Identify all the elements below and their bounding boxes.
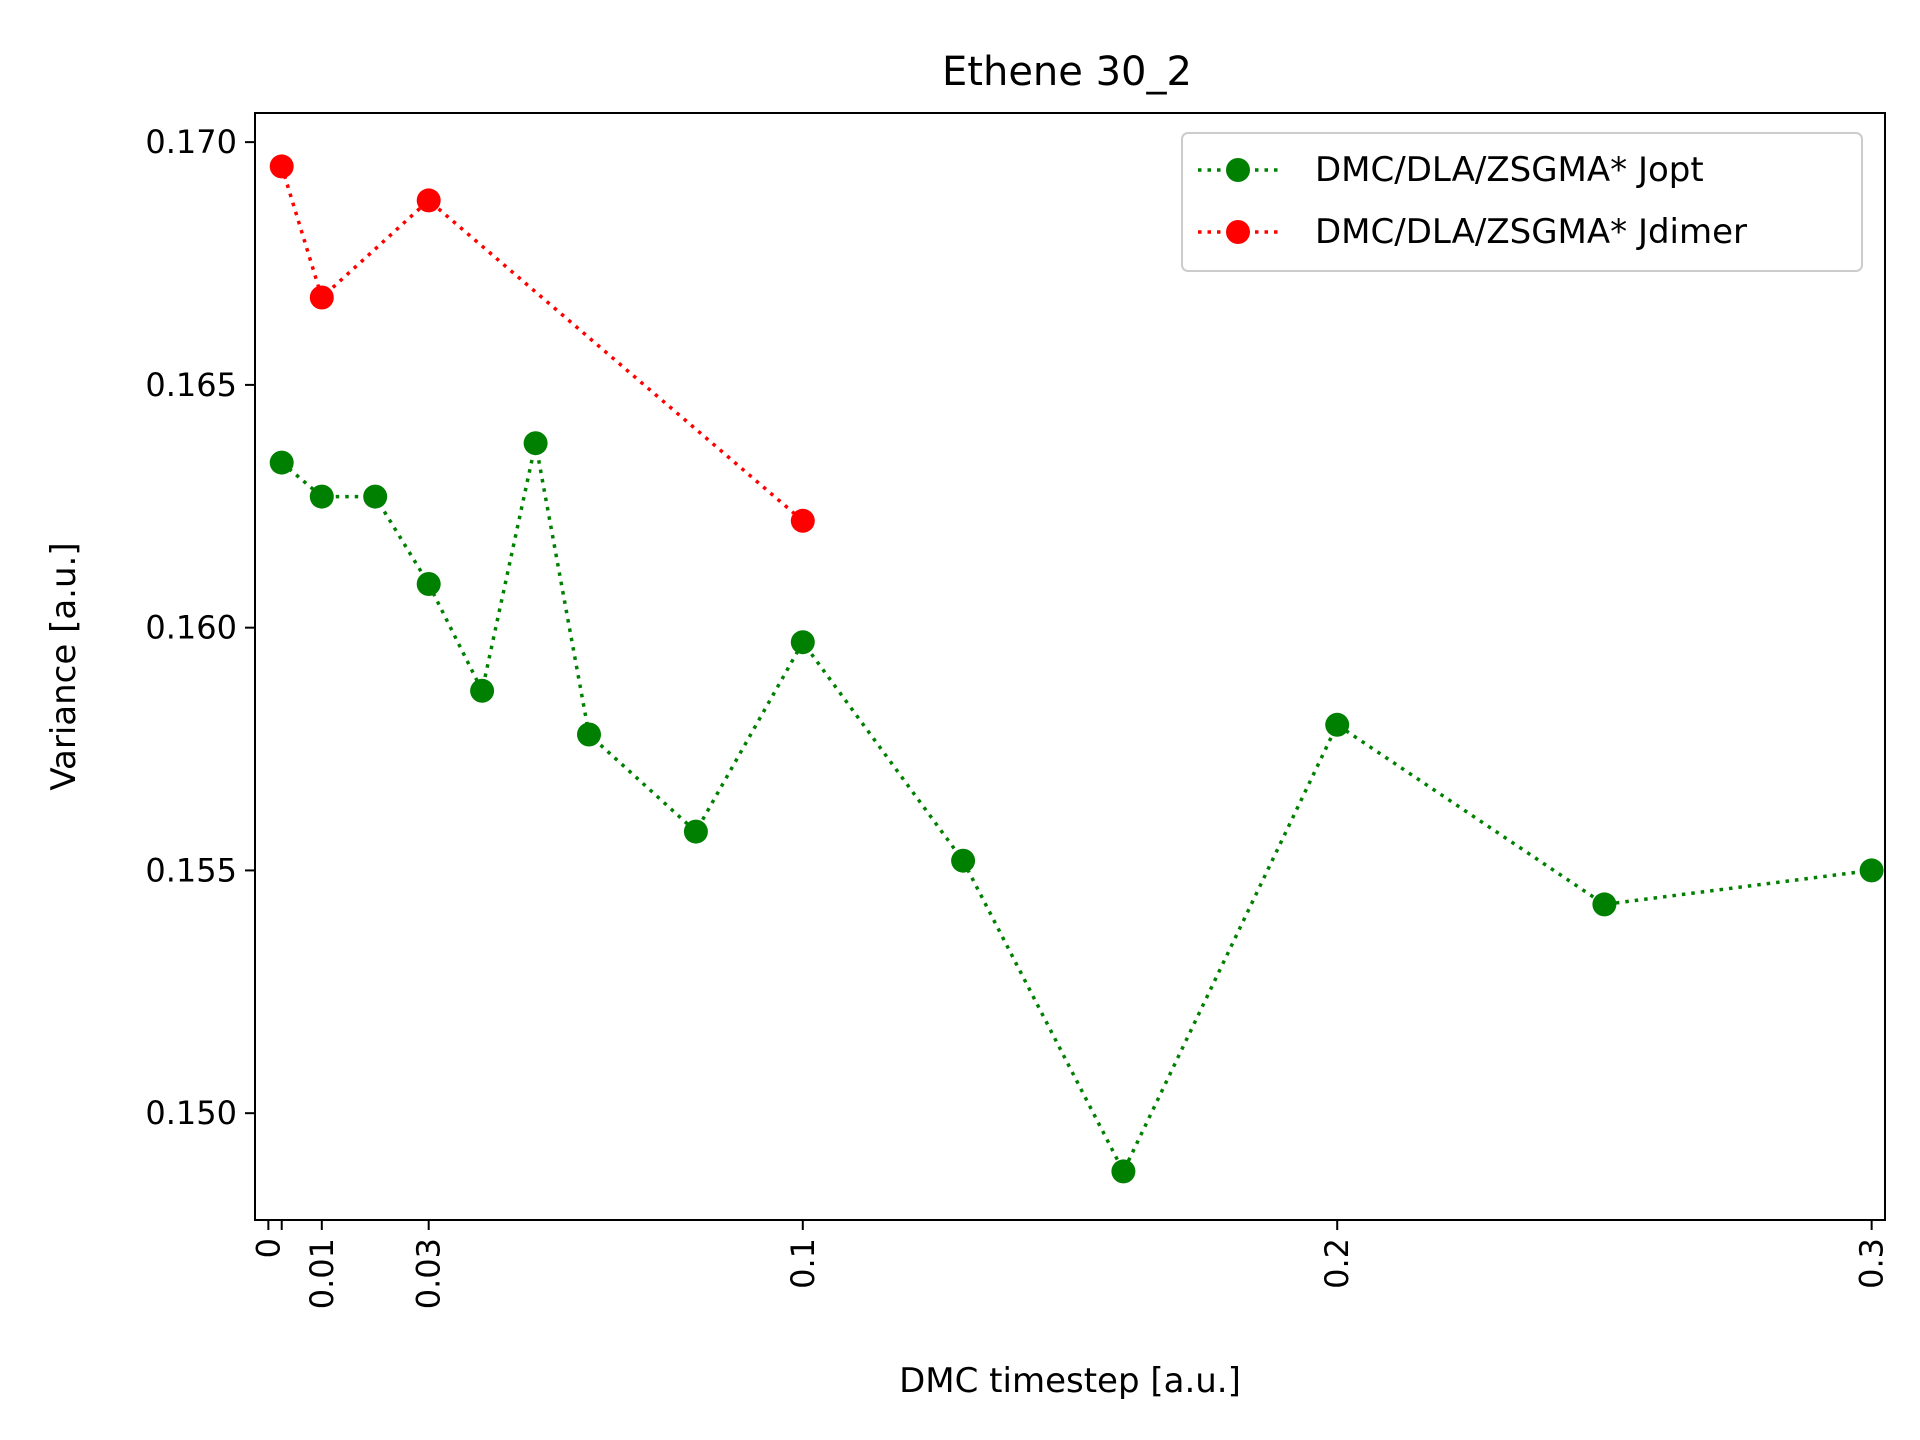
data-point <box>363 484 388 509</box>
data-point <box>577 722 601 747</box>
series-line <box>280 165 804 523</box>
x-axis: 0 0.01 0.03 0.1 0.2 0.3 <box>249 1220 1891 1309</box>
plot-frame <box>254 112 1886 1221</box>
data-point <box>1325 712 1350 737</box>
data-point <box>470 678 495 703</box>
legend-marker <box>1226 158 1250 182</box>
legend-entry: DMC/DLA/ZSGMA* Jdimer <box>1315 212 1747 252</box>
data-point <box>790 508 815 533</box>
x-tick-label: 0.2 <box>1318 1238 1356 1289</box>
data-point <box>269 450 294 475</box>
data-point <box>1111 1159 1136 1184</box>
data-point <box>416 188 441 213</box>
x-tick-label: 0.03 <box>410 1238 448 1309</box>
data-point <box>309 285 334 310</box>
data-point <box>790 630 815 655</box>
x-tick-label: 0.3 <box>1853 1238 1891 1289</box>
data-point <box>1592 892 1617 917</box>
data-point <box>309 484 334 509</box>
data-point <box>416 572 441 596</box>
y-tick-label: 0.150 <box>145 1094 237 1132</box>
x-axis-label: DMC timestep [a.u.] <box>899 1361 1241 1401</box>
chart-title: Ethene 30_2 <box>942 49 1192 95</box>
legend: DMC/DLA/ZSGMA* Jopt DMC/DLA/ZSGMA* Jdimer <box>1181 132 1863 272</box>
data-point <box>951 848 976 873</box>
y-tick-label: 0.160 <box>145 609 237 647</box>
legend-marker <box>1226 220 1250 244</box>
x-tick-label: 0.1 <box>784 1238 822 1289</box>
y-axis: 0.150 0.155 0.160 0.165 0.170 <box>145 123 255 1132</box>
series-line <box>280 442 1872 1176</box>
data-point <box>269 154 294 179</box>
y-tick-label: 0.165 <box>145 366 237 404</box>
data-point <box>683 819 708 844</box>
plot-area <box>269 154 1884 1184</box>
legend-entry: DMC/DLA/ZSGMA* Jopt <box>1315 150 1704 190</box>
x-tick-label: 0.01 <box>303 1238 341 1309</box>
data-point <box>523 431 548 456</box>
data-point <box>1859 858 1884 883</box>
x-tick-label: 0 <box>249 1238 287 1258</box>
y-tick-label: 0.170 <box>145 123 237 161</box>
legend-box <box>1181 132 1863 272</box>
y-axis-label: Variance [a.u.] <box>44 542 84 790</box>
y-tick-label: 0.155 <box>145 851 237 889</box>
